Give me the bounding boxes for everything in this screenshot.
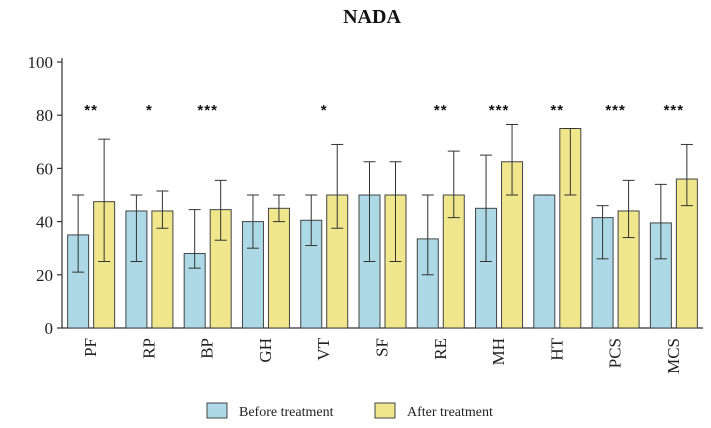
x-tick-label-ht: HT bbox=[547, 337, 566, 360]
x-tick-label-pcs: PCS bbox=[606, 338, 625, 368]
x-tick-label-pf: PF bbox=[81, 338, 100, 357]
y-tick-label: 40 bbox=[36, 213, 53, 232]
y-tick-label: 80 bbox=[36, 106, 53, 125]
x-tick-label-vt: VT bbox=[314, 337, 333, 360]
significance-label: * bbox=[321, 102, 328, 119]
significance-label: ** bbox=[434, 102, 448, 119]
x-tick-label-rp: RP bbox=[139, 338, 158, 359]
significance-label: ** bbox=[84, 102, 98, 119]
x-tick-label-sf: SF bbox=[373, 338, 392, 357]
significance-label: *** bbox=[197, 102, 218, 119]
significance-label: ** bbox=[550, 102, 564, 119]
legend-swatch-after bbox=[374, 402, 396, 419]
significance-label: *** bbox=[664, 102, 685, 119]
bar-before-ht bbox=[533, 194, 556, 329]
y-tick-label: 100 bbox=[28, 53, 54, 72]
x-tick-label-re: RE bbox=[431, 338, 450, 360]
significance-label: *** bbox=[605, 102, 626, 119]
legend-label-after: After treatment bbox=[407, 405, 493, 420]
x-tick-label-gh: GH bbox=[256, 338, 275, 363]
y-tick-label: 0 bbox=[45, 319, 54, 338]
legend: Before treatment After treatment bbox=[206, 402, 493, 420]
legend-swatch-before bbox=[206, 402, 228, 419]
bar-after-gh bbox=[267, 207, 290, 329]
x-tick-label-mh: MH bbox=[489, 338, 508, 365]
x-tick-label-mcs: MCS bbox=[664, 338, 683, 374]
x-tick-label-bp: BP bbox=[198, 338, 217, 359]
significance-label: * bbox=[146, 102, 153, 119]
y-tick-label: 20 bbox=[36, 266, 53, 285]
chart-title: NADA bbox=[343, 6, 401, 28]
y-tick-label: 60 bbox=[36, 159, 53, 178]
legend-label-before: Before treatment bbox=[239, 405, 334, 420]
significance-label: *** bbox=[489, 102, 510, 119]
